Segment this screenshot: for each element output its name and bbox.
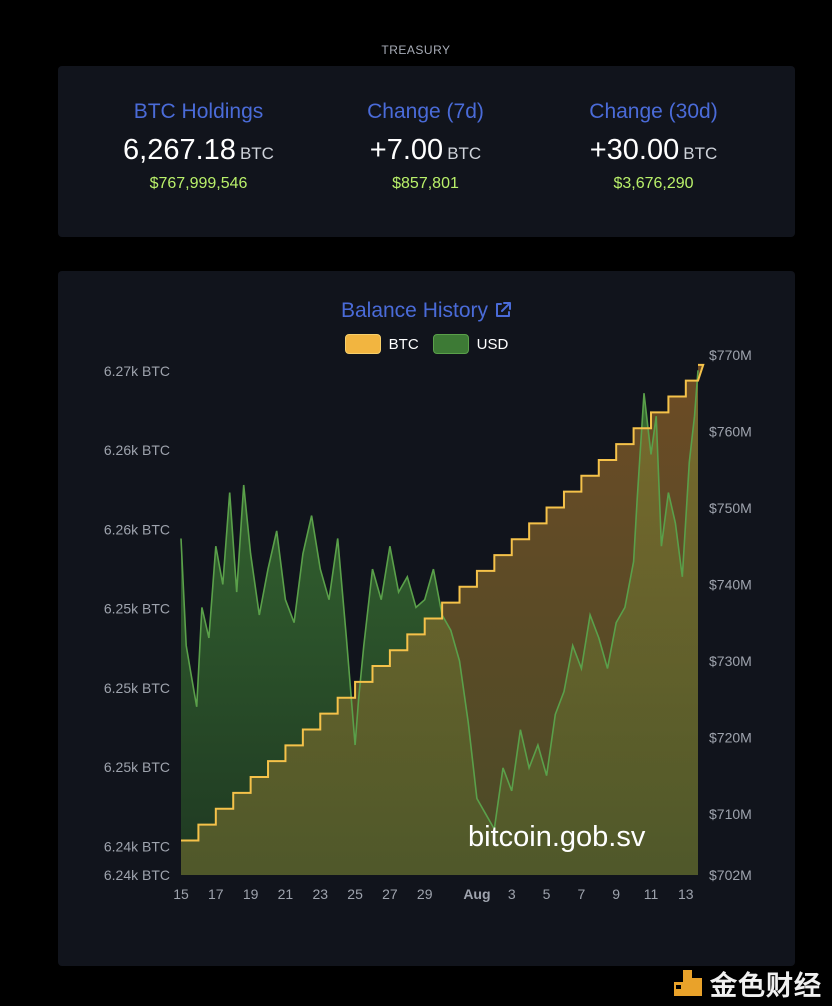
y-left-tick-label: 6.25k BTC	[104, 759, 170, 775]
x-tick-label: 27	[382, 886, 398, 902]
page-section-label: TREASURY	[381, 43, 451, 57]
stat-unit: BTC	[447, 144, 482, 163]
btc-series-line	[181, 363, 705, 842]
legend-label-btc: BTC	[388, 335, 419, 353]
x-tick-label: 25	[347, 886, 363, 902]
x-tick-label: 19	[243, 886, 259, 902]
y-right-tick-label: $702M	[709, 867, 752, 883]
balance-history-chart: 6.27k BTC 6.26k BTC 6.26k BTC 6.25k BTC 6.25…	[104, 347, 752, 902]
chart-title[interactable]: Balance History	[58, 299, 795, 323]
x-tick-label: 15	[173, 886, 189, 902]
y-right-tick-label: $770M	[709, 347, 752, 363]
y-right-tick-label: $740M	[709, 576, 752, 592]
stat-value: 6,267.18	[123, 134, 236, 166]
y-right-tick-label: $730M	[709, 653, 752, 669]
stat-title: Change (7d)	[367, 100, 484, 123]
legend-swatch-usd	[432, 334, 469, 354]
stat-unit: BTC	[239, 144, 274, 163]
x-tick-label: 21	[278, 886, 294, 902]
stat-btc-holdings: BTC Holdings 6,267.18 BTC $767,999,546	[76, 100, 321, 193]
brand-logo: 金色财经	[672, 965, 832, 1002]
external-link-icon[interactable]	[494, 301, 512, 319]
x-tick-label: 17	[208, 886, 224, 902]
usd-series-line	[180, 370, 699, 832]
x-tick-label: 7	[577, 886, 585, 902]
stat-change-7d: Change (7d) +7.00 BTC $857,801	[303, 100, 548, 193]
stat-unit: BTC	[683, 144, 718, 163]
x-tick-label: 11	[644, 886, 659, 902]
stat-usd-value: $767,999,546	[149, 175, 248, 192]
stats-card: BTC Holdings 6,267.18 BTC $767,999,546 Ch…	[58, 66, 795, 237]
brand-logo-icon	[674, 970, 702, 996]
legend-item-usd[interactable]: USD	[432, 334, 509, 354]
x-tick-label: Aug	[463, 886, 490, 902]
y-left-tick-label: 6.24k BTC	[104, 838, 170, 854]
stat-usd-value: $857,801	[392, 175, 459, 192]
stat-value: +30.00	[589, 134, 680, 166]
y-right-tick-label: $750M	[709, 500, 752, 516]
x-tick-label: 13	[678, 886, 694, 902]
stat-change-30d: Change (30d) +30.00 BTC $3,676,290	[531, 100, 776, 193]
stat-usd-value: $3,676,290	[613, 175, 694, 192]
brand-name: 金色财经	[710, 970, 822, 1002]
stat-title: Change (30d)	[589, 100, 718, 123]
y-left-tick-label: 6.25k BTC	[104, 680, 170, 696]
legend-item-btc[interactable]: BTC	[344, 334, 419, 354]
y-right-tick-label: $760M	[709, 423, 752, 439]
y-left-tick-label: 6.27k BTC	[104, 363, 170, 379]
chart-legend: BTC USD	[58, 334, 795, 354]
y-right-tick-label: $720M	[709, 729, 752, 745]
legend-swatch-btc	[344, 334, 381, 354]
y-left-tick-label: 6.26k BTC	[104, 442, 170, 458]
x-tick-label: 23	[312, 886, 328, 902]
y-left-tick-label: 6.24k BTC	[104, 867, 170, 883]
legend-label-usd: USD	[476, 335, 509, 353]
x-tick-label: 3	[508, 886, 516, 902]
y-left-tick-label: 6.26k BTC	[104, 521, 170, 537]
x-tick-label: 29	[417, 886, 433, 902]
balance-history-card: 6.27k BTC 6.26k BTC 6.26k BTC 6.25k BTC 6.25…	[58, 271, 795, 966]
y-right-tick-label: $710M	[709, 806, 752, 822]
watermark-text: bitcoin.gob.sv	[468, 821, 646, 853]
x-tick-label: 5	[543, 886, 551, 902]
stat-title: BTC Holdings	[133, 100, 264, 123]
y-left-tick-label: 6.25k BTC	[104, 601, 170, 617]
x-tick-label: 9	[612, 886, 620, 902]
stat-value: +7.00	[369, 134, 444, 166]
chart-title-text: Balance History	[340, 299, 489, 322]
